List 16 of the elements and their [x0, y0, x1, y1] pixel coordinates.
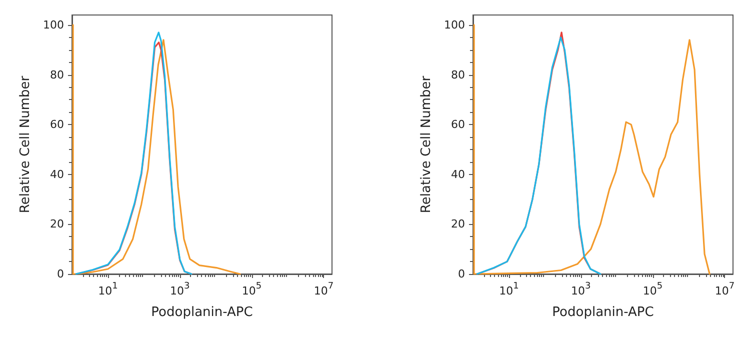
- x-axis-title: Podoplanin-APC: [552, 305, 654, 320]
- y-axis-title: Relative Cell Number: [419, 75, 434, 214]
- y-tick-label: 60: [451, 118, 465, 132]
- y-tick-label: 100: [444, 18, 465, 32]
- y-tick-label: 0: [57, 268, 64, 280]
- y-tick-label: 40: [451, 168, 465, 181]
- y-axis-title: Relative Cell Number: [18, 75, 34, 214]
- y-tick-label: 60: [50, 118, 64, 132]
- y-tick-label: 40: [50, 168, 64, 181]
- y-tick-label: 80: [451, 68, 465, 82]
- y-tick-label: 100: [43, 18, 64, 32]
- x-axis-title: Podoplanin-APC: [151, 305, 253, 320]
- y-tick-label: 0: [458, 268, 465, 280]
- y-tick-label: 20: [50, 218, 64, 231]
- y-tick-label: 80: [50, 68, 64, 82]
- y-tick-label: 20: [451, 218, 465, 231]
